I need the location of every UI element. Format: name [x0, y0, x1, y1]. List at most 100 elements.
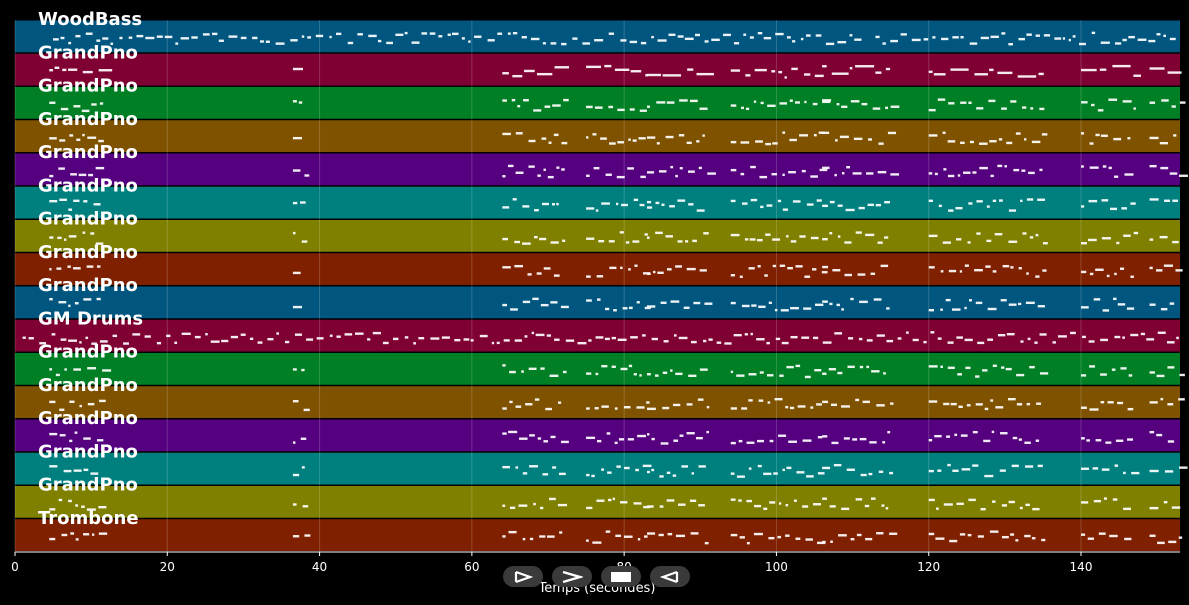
note-mark [765, 142, 772, 146]
note-mark [952, 36, 959, 39]
note-mark [1102, 165, 1107, 168]
note-mark [58, 300, 67, 304]
note-mark [522, 472, 528, 475]
note-mark [73, 469, 82, 472]
note-mark [644, 535, 648, 538]
note-mark [540, 303, 549, 307]
note-mark [688, 374, 697, 378]
note-mark [662, 371, 668, 374]
note-mark [988, 99, 996, 103]
note-mark [779, 102, 788, 105]
note-mark [677, 35, 684, 38]
note-mark [868, 472, 873, 476]
note-mark [600, 137, 607, 140]
note-mark [890, 105, 900, 108]
note-mark [1110, 207, 1118, 211]
note-mark [95, 242, 104, 245]
rewind-button[interactable] [650, 566, 690, 587]
note-mark [875, 71, 882, 74]
note-mark [562, 239, 566, 242]
note-mark [615, 202, 619, 206]
note-mark [1020, 199, 1023, 203]
note-mark [1167, 71, 1182, 74]
note-mark [804, 375, 811, 379]
note-mark [1070, 331, 1076, 335]
note-mark [974, 73, 988, 76]
note-mark [441, 336, 450, 339]
note-mark [651, 35, 654, 39]
note-mark [778, 502, 782, 505]
note-mark [687, 68, 694, 71]
note-mark [303, 408, 310, 412]
note-mark [623, 406, 631, 409]
note-mark [546, 334, 552, 337]
note-mark [586, 136, 589, 139]
note-mark [698, 465, 706, 468]
note-mark [447, 33, 451, 36]
note-mark [672, 474, 677, 477]
note-mark [748, 399, 753, 402]
note-mark [534, 209, 539, 212]
forward-button[interactable] [552, 566, 592, 587]
note-mark [479, 334, 488, 338]
track-label: GrandPno [38, 408, 138, 429]
note-mark [1163, 34, 1167, 38]
note-mark [730, 407, 737, 410]
note-mark [781, 341, 789, 345]
note-mark [1021, 169, 1026, 172]
note-mark [985, 265, 991, 268]
note-mark [1018, 438, 1022, 441]
note-mark [51, 333, 56, 336]
stop-button[interactable] [601, 566, 641, 587]
note-mark [1001, 535, 1009, 539]
note-mark [932, 36, 936, 39]
note-mark [49, 400, 56, 404]
note-mark [522, 300, 531, 304]
note-mark [68, 304, 71, 308]
note-mark [86, 508, 96, 511]
note-mark [975, 375, 980, 378]
note-mark [791, 67, 798, 71]
note-mark [1123, 234, 1131, 237]
note-mark [1092, 467, 1099, 470]
note-mark [646, 105, 650, 108]
note-mark [1035, 233, 1039, 237]
note-mark [1091, 31, 1096, 35]
note-mark [1156, 33, 1161, 36]
note-mark [651, 337, 658, 341]
note-mark [875, 35, 880, 39]
note-mark [790, 240, 797, 243]
note-mark [511, 98, 516, 102]
note-mark [812, 268, 817, 271]
note-mark [240, 333, 246, 336]
note-mark [1068, 38, 1071, 42]
note-mark [673, 403, 681, 407]
note-mark [646, 136, 656, 139]
note-mark [767, 401, 771, 404]
note-mark [586, 105, 593, 109]
note-mark [548, 141, 552, 144]
note-mark [889, 471, 894, 475]
note-mark [1081, 132, 1085, 135]
note-mark [604, 337, 610, 341]
note-mark [1133, 231, 1139, 235]
note-mark [673, 439, 679, 442]
note-mark [795, 537, 801, 540]
note-mark [1010, 266, 1014, 269]
note-mark [1100, 400, 1105, 404]
note-mark [651, 468, 655, 472]
note-mark [1004, 165, 1007, 168]
note-mark [928, 108, 936, 112]
play-button[interactable] [503, 566, 543, 587]
note-mark [1089, 272, 1094, 276]
note-mark [586, 539, 589, 542]
note-mark [502, 175, 506, 178]
note-mark [673, 334, 677, 337]
note-mark [928, 498, 935, 502]
note-mark [977, 341, 985, 345]
note-mark [540, 367, 545, 370]
rewind-icon [660, 570, 679, 583]
x-tick-label: 140 [1070, 560, 1093, 574]
note-mark [1006, 332, 1015, 336]
note-mark [857, 273, 866, 276]
